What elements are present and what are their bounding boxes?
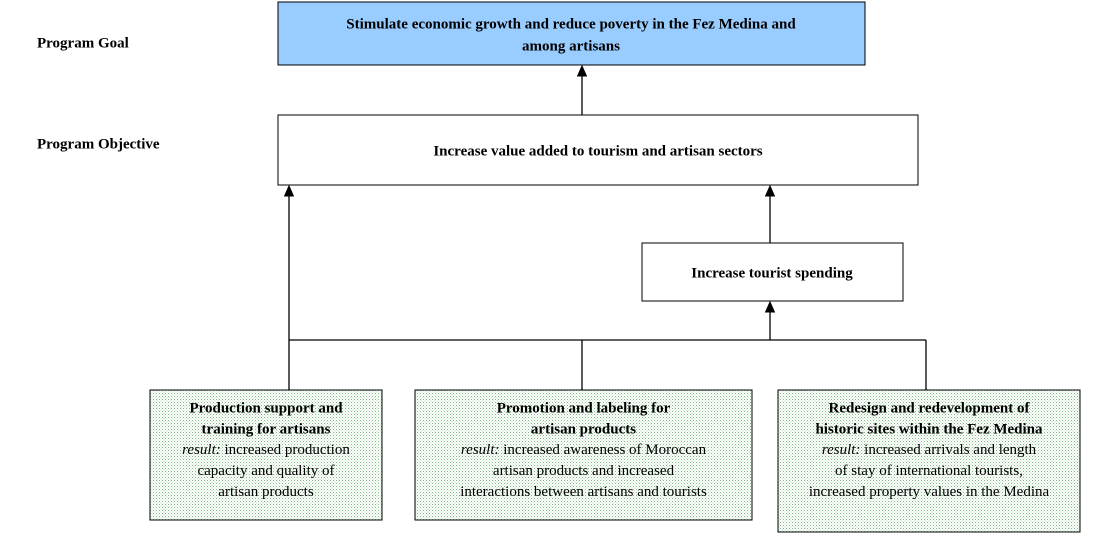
result-text: artisan products [218,484,314,500]
result-text: artisan products and increased [493,463,675,479]
objective-text: Increase value added to tourism and arti… [433,143,762,159]
activity-box [414,389,753,521]
result-label: result: [822,442,861,458]
result-text: of stay of international tourists, [835,463,1023,479]
label-objective: Program Objective [37,136,160,152]
activity-result: result: increased awareness of Moroccan [461,442,707,458]
intermediate-box [641,242,904,302]
activity-result: capacity and quality of [197,463,334,479]
activity-result: result: increased production [182,442,350,458]
goal-text: among artisans [522,38,620,54]
result-text: increased awareness of Moroccan [503,442,706,458]
result-text: capacity and quality of [197,463,334,479]
result-text: increased production [224,442,350,458]
activity-box [777,389,1081,533]
activity-result: result: increased arrivals and length [822,442,1037,458]
activity-title: Production support and [189,400,343,416]
activity-result: of stay of international tourists, [835,463,1023,479]
result-text: increased arrivals and length [864,442,1037,458]
activity-title: historic sites within the Fez Medina [815,421,1043,437]
result-text: increased property values in the Medina [809,484,1050,500]
activity-title: Promotion and labeling for [497,400,671,416]
goal-box [277,1,866,66]
intermediate-text: Increase tourist spending [691,265,853,281]
activity-result: artisan products and increased [493,463,675,479]
goal-text: Stimulate economic growth and reduce pov… [346,16,796,32]
result-label: result: [182,442,221,458]
activity-title: training for artisans [202,421,331,437]
activity-title: Redesign and redevelopment of [829,400,1031,416]
result-text: interactions between artisans and touris… [460,484,707,500]
activity-result: increased property values in the Medina [809,484,1050,500]
activity-box [149,389,383,521]
label-goal: Program Goal [37,35,129,51]
objective-box [277,114,919,186]
result-label: result: [461,442,500,458]
activity-title: artisan products [531,421,636,437]
activity-result: artisan products [218,484,314,500]
activity-result: interactions between artisans and touris… [460,484,707,500]
